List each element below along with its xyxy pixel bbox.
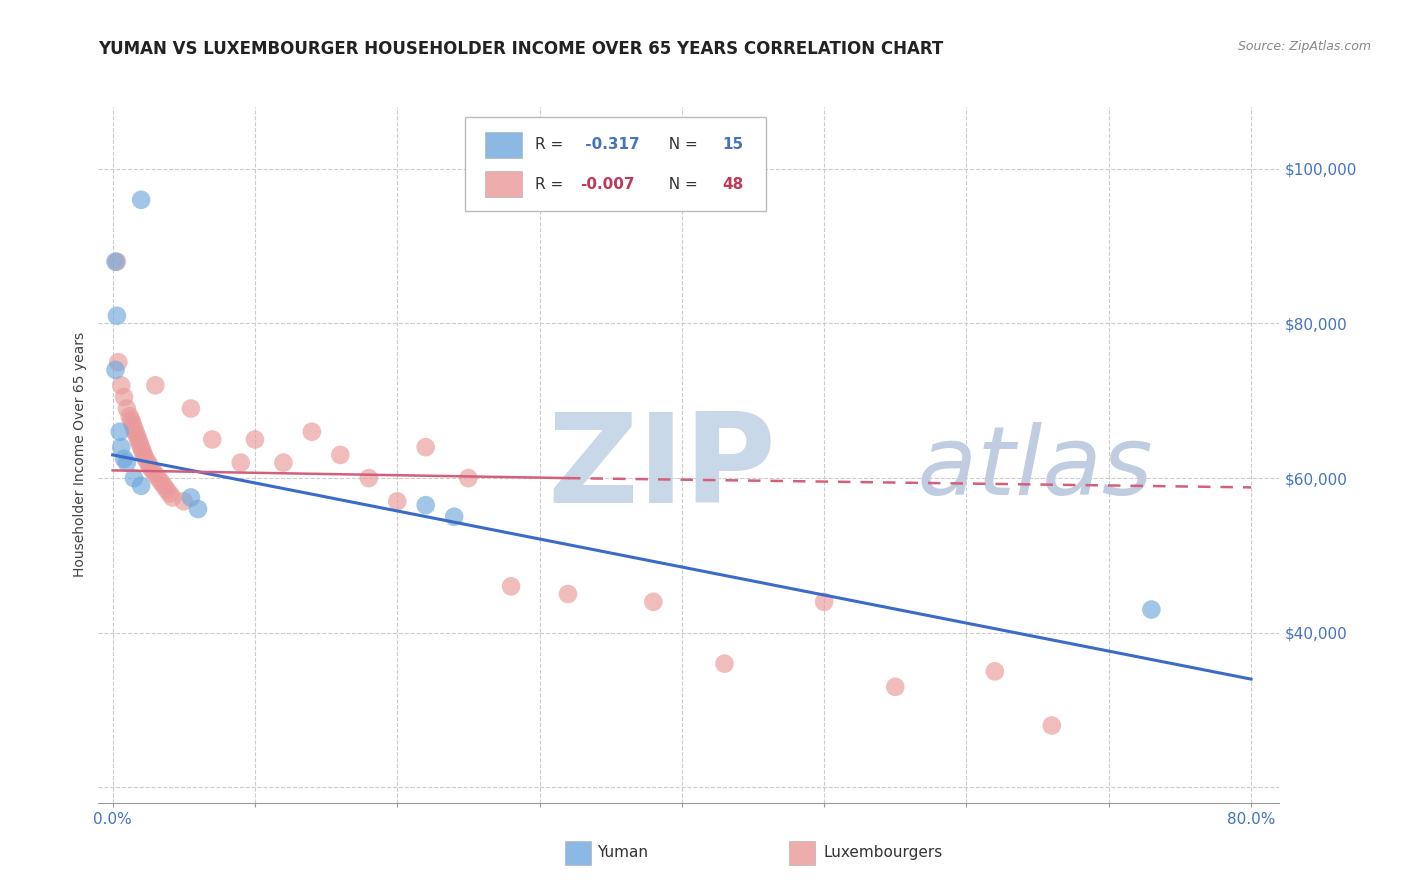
Point bbox=[143, 467, 166, 482]
Point bbox=[136, 456, 159, 470]
Point bbox=[557, 587, 579, 601]
Point bbox=[129, 440, 152, 454]
Point bbox=[122, 471, 145, 485]
FancyBboxPatch shape bbox=[485, 171, 523, 197]
Point bbox=[1140, 602, 1163, 616]
Point bbox=[499, 579, 522, 593]
Point bbox=[173, 494, 195, 508]
Point bbox=[121, 417, 143, 431]
Point bbox=[301, 425, 323, 439]
Point bbox=[115, 401, 138, 416]
Point bbox=[884, 680, 907, 694]
Text: Yuman: Yuman bbox=[596, 846, 648, 861]
Point bbox=[457, 471, 479, 485]
Point bbox=[138, 459, 160, 474]
Point bbox=[104, 363, 127, 377]
Point bbox=[104, 254, 127, 268]
Point bbox=[127, 433, 149, 447]
Point bbox=[187, 502, 209, 516]
Point bbox=[110, 378, 132, 392]
Point bbox=[110, 440, 132, 454]
Point bbox=[141, 463, 163, 477]
Point bbox=[1040, 718, 1063, 732]
Text: -0.007: -0.007 bbox=[581, 177, 634, 192]
Point bbox=[128, 436, 150, 450]
Point bbox=[143, 378, 166, 392]
Point bbox=[125, 428, 148, 442]
Point bbox=[201, 433, 224, 447]
Point bbox=[118, 409, 141, 424]
Point bbox=[129, 193, 152, 207]
Text: ZIP: ZIP bbox=[547, 409, 776, 529]
Point bbox=[156, 483, 179, 497]
Point bbox=[120, 413, 142, 427]
Point bbox=[131, 444, 153, 458]
Point bbox=[105, 254, 128, 268]
Point bbox=[162, 491, 184, 505]
Text: N =: N = bbox=[659, 177, 703, 192]
Point bbox=[387, 494, 409, 508]
Point bbox=[105, 309, 128, 323]
Point bbox=[643, 595, 665, 609]
Point bbox=[180, 491, 202, 505]
Point bbox=[229, 456, 252, 470]
Point bbox=[112, 451, 135, 466]
FancyBboxPatch shape bbox=[789, 841, 815, 865]
Text: 48: 48 bbox=[723, 177, 744, 192]
Point bbox=[132, 448, 155, 462]
Text: Source: ZipAtlas.com: Source: ZipAtlas.com bbox=[1237, 40, 1371, 54]
Point bbox=[134, 451, 156, 466]
FancyBboxPatch shape bbox=[485, 132, 523, 159]
Point bbox=[150, 475, 173, 489]
FancyBboxPatch shape bbox=[464, 118, 766, 211]
Point bbox=[159, 486, 181, 500]
Text: R =: R = bbox=[536, 177, 568, 192]
Text: N =: N = bbox=[659, 137, 703, 152]
Text: YUMAN VS LUXEMBOURGER HOUSEHOLDER INCOME OVER 65 YEARS CORRELATION CHART: YUMAN VS LUXEMBOURGER HOUSEHOLDER INCOME… bbox=[98, 40, 943, 58]
Point bbox=[129, 479, 152, 493]
Y-axis label: Householder Income Over 65 years: Householder Income Over 65 years bbox=[73, 333, 87, 577]
Text: atlas: atlas bbox=[547, 422, 1153, 516]
Text: -0.317: -0.317 bbox=[581, 137, 640, 152]
Point bbox=[180, 401, 202, 416]
Point bbox=[415, 498, 437, 512]
Point bbox=[153, 479, 176, 493]
Point bbox=[122, 421, 145, 435]
Point bbox=[984, 665, 1007, 679]
Point bbox=[108, 425, 131, 439]
Point bbox=[124, 425, 146, 439]
Point bbox=[415, 440, 437, 454]
Point bbox=[357, 471, 380, 485]
Point bbox=[273, 456, 295, 470]
Point bbox=[443, 509, 465, 524]
Point bbox=[148, 471, 170, 485]
Point bbox=[813, 595, 835, 609]
Point bbox=[329, 448, 352, 462]
Point bbox=[115, 456, 138, 470]
Text: R =: R = bbox=[536, 137, 568, 152]
Text: 15: 15 bbox=[723, 137, 744, 152]
Point bbox=[243, 433, 266, 447]
Text: Luxembourgers: Luxembourgers bbox=[824, 846, 943, 861]
Point bbox=[112, 390, 135, 404]
Point bbox=[107, 355, 129, 369]
FancyBboxPatch shape bbox=[565, 841, 591, 865]
Point bbox=[713, 657, 735, 671]
